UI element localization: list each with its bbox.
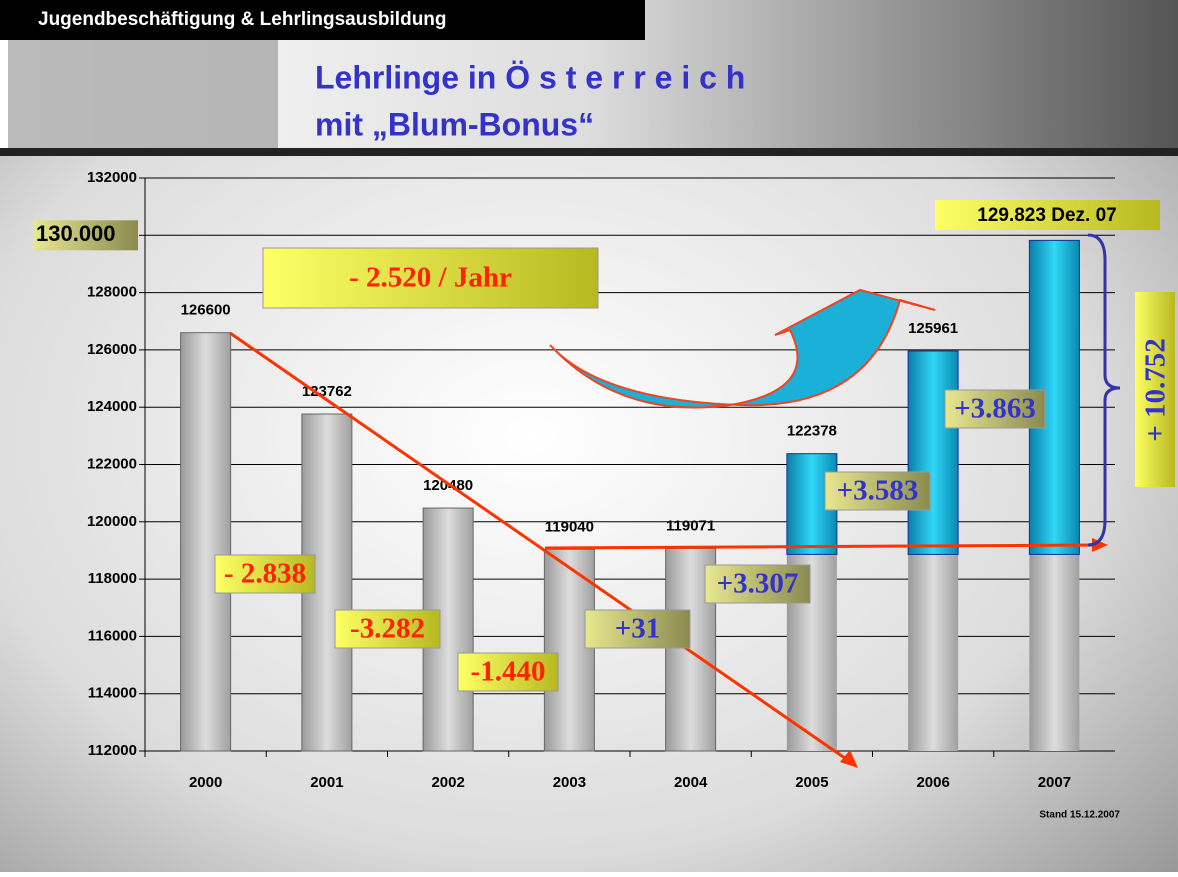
- baseline-arrow: [544, 543, 1099, 550]
- value-label: 123762: [302, 383, 352, 400]
- annotation: + 10.752: [1140, 338, 1172, 442]
- y-tick-label: 114000: [88, 685, 137, 702]
- bar: [543, 548, 595, 752]
- y-tick-label: 112000: [88, 742, 137, 759]
- arrow-head: [840, 750, 858, 768]
- annotation-box: [214, 554, 316, 594]
- curved-arrow: [549, 288, 936, 409]
- bar: [908, 554, 959, 751]
- brace: [1087, 233, 1121, 547]
- annotation-box: [704, 564, 811, 604]
- annotation-box: [584, 609, 691, 649]
- annotation: -1.440: [471, 656, 546, 688]
- bar: [180, 332, 232, 752]
- x-tick-label: 2000: [189, 774, 222, 791]
- x-tick-label: 2006: [916, 774, 949, 791]
- value-label: 119040: [545, 518, 594, 535]
- x-tick-label: 2002: [431, 774, 464, 791]
- value-label: 126600: [181, 302, 231, 319]
- y-tick-label: 116000: [88, 627, 137, 644]
- photos: [8, 40, 278, 148]
- x-tick-label: 2007: [1038, 774, 1071, 791]
- x-tick-label: 2003: [553, 774, 586, 791]
- title: Lehrlinge in Ö s t e r r e i c h: [315, 59, 745, 95]
- value-label: 125961: [908, 320, 958, 337]
- note: Stand 15.12.2007: [1039, 810, 1120, 821]
- tick-highlight-label: 130.000: [36, 221, 116, 246]
- annotation-box: [1135, 292, 1175, 487]
- y-tick-label: 124000: [87, 398, 137, 415]
- y-tick-label: 122000: [87, 455, 137, 472]
- header-rule: [0, 148, 1178, 156]
- annotation-box: [262, 247, 599, 309]
- annotation-box: [334, 609, 441, 649]
- annotation: +31: [615, 613, 661, 645]
- tick-highlight-box: [33, 220, 138, 251]
- annotation: +3.307: [717, 568, 799, 600]
- y-tick-label: 126000: [87, 341, 137, 358]
- annotation: +3.583: [837, 475, 919, 507]
- annotation: - 2.838: [224, 558, 306, 590]
- x-tick-label: 2004: [674, 774, 708, 791]
- x-tick-label: 2001: [310, 774, 343, 791]
- annotation-box: [944, 389, 1046, 429]
- annotation: -3.282: [350, 613, 425, 645]
- y-tick-label: 118000: [88, 570, 137, 587]
- value-label-box: [935, 200, 1160, 230]
- value-label: 122378: [787, 423, 837, 440]
- y-tick-label: 120000: [87, 513, 137, 530]
- title: mit „Blum-Bonus“: [315, 106, 594, 142]
- trend-arrow: [229, 331, 853, 765]
- annotation-box: [457, 652, 559, 692]
- annotation: +3.863: [954, 393, 1036, 425]
- x-tick-label: 2005: [795, 774, 828, 791]
- bar-growth: [907, 350, 959, 555]
- value-label: 119071: [666, 517, 715, 534]
- annotation: - 2.520 / Jahr: [349, 262, 512, 294]
- annotation-box: [824, 471, 931, 511]
- bar: [1029, 554, 1080, 751]
- value-label: 129.823 Dez. 07: [977, 205, 1116, 226]
- section-title: Jugendbeschäftigung & Lehrlingsausbildun…: [38, 9, 447, 30]
- y-tick-label: 132000: [87, 169, 137, 186]
- y-tick-label: 128000: [87, 284, 137, 301]
- section-box: [0, 0, 645, 40]
